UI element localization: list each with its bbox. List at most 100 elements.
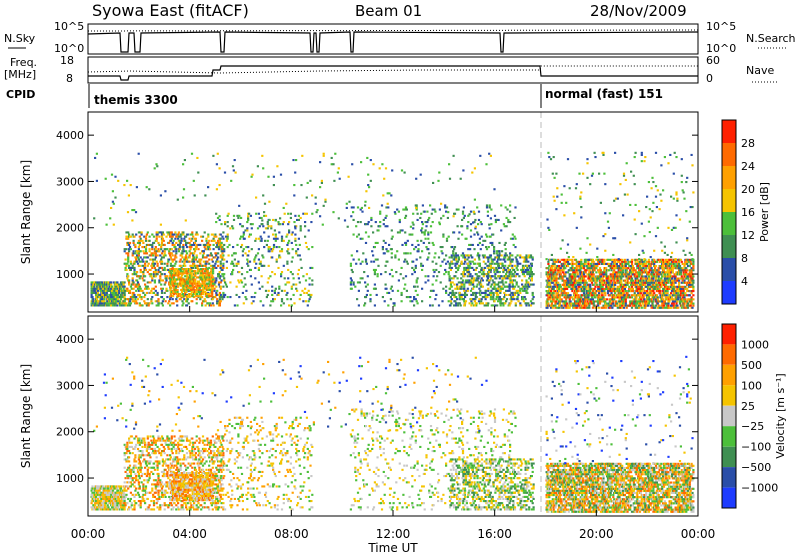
range-cell — [162, 256, 165, 259]
range-cell — [214, 281, 217, 284]
range-cell — [601, 306, 604, 309]
range-cell — [287, 223, 290, 226]
range-cell — [519, 254, 522, 257]
range-cell — [508, 304, 511, 307]
range-cell — [173, 233, 176, 236]
range-cell — [558, 306, 561, 309]
range-cell — [550, 267, 553, 270]
range-cell — [478, 264, 481, 267]
range-cell — [450, 298, 453, 301]
range-cell — [211, 295, 214, 298]
range-cell — [591, 287, 594, 290]
range-cell — [607, 269, 610, 272]
range-cell — [602, 275, 605, 278]
range-cell — [463, 300, 466, 303]
range-cell — [144, 266, 147, 269]
range-cell — [261, 264, 264, 267]
range-cell — [475, 273, 478, 276]
range-cell — [480, 298, 483, 301]
range-cell — [157, 300, 160, 303]
range-cell — [229, 296, 232, 299]
range-cell — [263, 264, 266, 267]
range-cell — [201, 302, 204, 305]
range-cell — [257, 281, 260, 284]
range-cell — [479, 221, 482, 224]
range-cell — [202, 300, 205, 303]
range-cell — [645, 267, 648, 270]
range-cell — [203, 298, 206, 301]
range-cell — [224, 221, 227, 224]
range-cell — [135, 258, 138, 261]
range-cell — [211, 264, 214, 267]
range-cell — [491, 279, 494, 282]
range-cell — [613, 298, 616, 301]
range-cell — [427, 275, 430, 278]
range-cell — [192, 293, 195, 296]
range-cell — [393, 304, 396, 307]
range-cell — [618, 298, 621, 301]
range-cell — [409, 300, 412, 303]
range-cell — [489, 241, 492, 244]
range-cell — [142, 271, 145, 274]
range-cell — [235, 293, 238, 296]
range-cell — [490, 304, 493, 307]
range-cell — [217, 293, 220, 296]
range-cell — [100, 289, 103, 292]
range-cell — [638, 283, 642, 286]
range-cell — [380, 273, 383, 276]
range-cell — [523, 287, 526, 290]
range-cell — [570, 262, 573, 265]
range-cell — [459, 281, 462, 284]
range-cell — [387, 250, 390, 253]
range-cell — [263, 214, 266, 217]
range-cell — [454, 275, 457, 278]
range-cell — [513, 275, 516, 278]
range-cell — [390, 237, 393, 240]
range-cell — [619, 275, 622, 278]
range-cell — [405, 296, 408, 299]
range-cell — [478, 291, 481, 294]
range-cell — [262, 225, 265, 228]
range-cell — [571, 275, 574, 278]
range-cell — [216, 302, 219, 305]
range-cell — [625, 277, 628, 280]
range-cell — [621, 262, 624, 265]
range-cell — [271, 289, 274, 292]
range-cell — [364, 302, 367, 305]
range-cell — [248, 235, 251, 238]
range-cell — [158, 281, 161, 284]
range-cell — [630, 285, 634, 288]
range-cell — [185, 256, 188, 259]
range-cell — [189, 248, 192, 251]
range-cell — [505, 268, 508, 271]
range-cell — [634, 279, 637, 282]
range-cell — [138, 243, 141, 246]
range-cell — [172, 274, 175, 277]
range-cell — [227, 254, 230, 257]
range-cell — [221, 298, 224, 301]
range-cell — [190, 272, 193, 275]
range-cell — [426, 221, 429, 224]
range-cell — [177, 270, 180, 273]
range-cell — [386, 260, 389, 263]
range-cell — [171, 264, 174, 267]
range-cell — [103, 300, 106, 303]
range-cell — [155, 304, 158, 307]
range-cell — [429, 289, 433, 292]
range-cell — [208, 286, 211, 289]
range-cell — [426, 210, 429, 213]
range-cell — [304, 235, 307, 238]
range-cell — [462, 256, 465, 259]
range-cell — [530, 277, 533, 280]
range-cell — [454, 304, 457, 307]
range-cell — [648, 287, 651, 290]
range-cell — [193, 296, 196, 299]
range-cell — [364, 241, 368, 244]
range-cell — [91, 289, 94, 292]
range-cell — [461, 210, 465, 213]
range-cell — [479, 271, 482, 274]
range-cell — [555, 279, 558, 282]
range-cell — [218, 298, 221, 301]
range-cell — [248, 250, 251, 253]
range-cell — [192, 278, 195, 281]
